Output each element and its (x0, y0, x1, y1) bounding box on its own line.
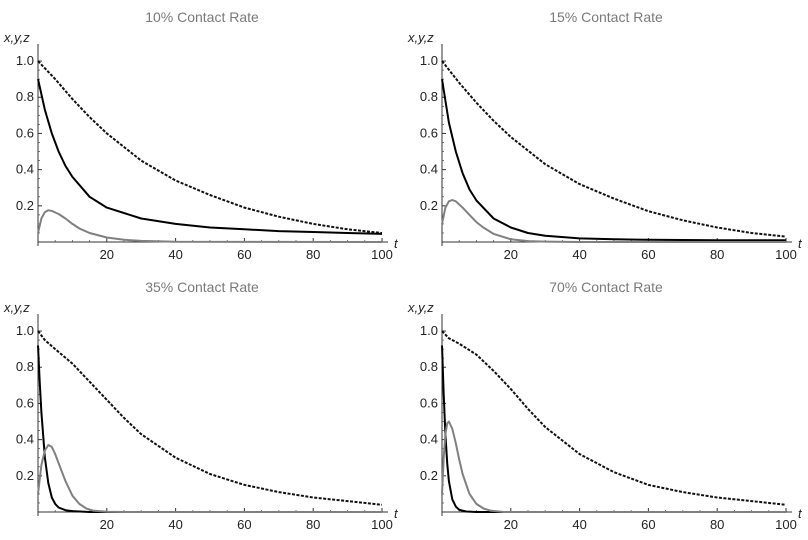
x-tick-label: 40 (168, 517, 182, 532)
x-axis-label: t (798, 236, 803, 251)
x-tick-label: 40 (572, 517, 586, 532)
chart-svg: 10% Contact Rate 20 40 60 80 100 0.2 0.4 0.6 0.8 1… (3, 9, 399, 262)
x-tick-label: 80 (710, 247, 724, 262)
x-tick-label: 60 (641, 517, 655, 532)
y-tick-label: 0.4 (16, 432, 34, 447)
y-tick-label: 0.2 (16, 468, 34, 483)
y-axis-label: x,y,z (3, 30, 30, 45)
series-line-1 (441, 60, 787, 238)
x-tick-label: 80 (306, 517, 320, 532)
y-tick-label: 0.8 (16, 359, 34, 374)
y-tick-label: 0.6 (16, 125, 34, 140)
x-axis-label: t (394, 236, 399, 251)
chart-svg: 35% Contact Rate 20 40 60 80 100 0.2 0.4 0.6 0.8 1… (3, 279, 399, 532)
chart-title: 15% Contact Rate (549, 9, 663, 25)
y-tick-label: 1.0 (420, 323, 438, 338)
chart-svg: 70% Contact Rate 20 40 60 80 100 0.2 0.4 0.6 0.8 1… (407, 279, 803, 532)
x-tick-label: 60 (237, 247, 251, 262)
chart-svg: 15% Contact Rate 20 40 60 80 100 0.2 0.4 0.6 0.8 1… (407, 9, 803, 262)
y-axis-label: x,y,z (407, 300, 434, 315)
series-line-3 (37, 444, 382, 513)
y-tick-label: 0.2 (420, 198, 438, 213)
x-axis-label: t (394, 506, 399, 521)
x-tick-label: 100 (371, 517, 393, 532)
x-tick-label: 40 (168, 247, 182, 262)
x-tick-label: 20 (504, 517, 518, 532)
y-tick-label: 1.0 (16, 323, 34, 338)
series-line-3 (441, 199, 786, 243)
y-tick-label: 0.2 (16, 198, 34, 213)
series-line-1 (37, 330, 383, 506)
y-tick-label: 1.0 (16, 53, 34, 68)
x-tick-label: 20 (504, 247, 518, 262)
x-tick-label: 80 (306, 247, 320, 262)
x-tick-label: 80 (710, 517, 724, 532)
y-tick-label: 0.6 (420, 395, 438, 410)
y-tick-label: 0.4 (420, 162, 438, 177)
y-tick-label: 0.6 (16, 395, 34, 410)
x-tick-label: 100 (775, 517, 797, 532)
y-tick-label: 0.2 (420, 468, 438, 483)
chart-title: 35% Contact Rate (145, 279, 259, 295)
x-tick-label: 20 (100, 517, 114, 532)
x-tick-label: 100 (371, 247, 393, 262)
y-tick-label: 0.4 (16, 162, 34, 177)
series-line-3 (37, 209, 383, 243)
x-tick-label: 100 (775, 247, 797, 262)
series-line-2 (441, 345, 786, 513)
chart-title: 10% Contact Rate (145, 9, 259, 25)
chart-panel-2: 15% Contact Rate 20 40 60 80 100 0.2 0.4 0.6 0.8 1… (404, 0, 808, 270)
x-tick-label: 60 (641, 247, 655, 262)
y-tick-label: 1.0 (420, 53, 438, 68)
y-axis-label: x,y,z (407, 30, 434, 45)
series-line-3 (441, 420, 786, 513)
chart-panel-1: 10% Contact Rate 20 40 60 80 100 0.2 0.4 0.6 0.8 1… (0, 0, 404, 270)
chart-title: 70% Contact Rate (549, 279, 663, 295)
series-line-1 (441, 330, 787, 506)
series-line-2 (441, 78, 786, 242)
x-tick-label: 20 (100, 247, 114, 262)
y-tick-label: 0.6 (420, 125, 438, 140)
y-tick-label: 0.8 (420, 359, 438, 374)
x-tick-label: 60 (237, 517, 251, 532)
series-line-2 (37, 345, 382, 513)
series-line-1 (37, 60, 383, 234)
y-tick-label: 0.4 (420, 432, 438, 447)
x-axis-label: t (798, 506, 803, 521)
chart-panel-3: 35% Contact Rate 20 40 60 80 100 0.2 0.4 0.6 0.8 1… (0, 270, 404, 540)
y-axis-label: x,y,z (3, 300, 30, 315)
y-tick-label: 0.8 (420, 89, 438, 104)
x-tick-label: 40 (572, 247, 586, 262)
y-tick-label: 0.8 (16, 89, 34, 104)
chart-panel-4: 70% Contact Rate 20 40 60 80 100 0.2 0.4 0.6 0.8 1… (404, 270, 808, 540)
series-line-2 (37, 78, 383, 235)
